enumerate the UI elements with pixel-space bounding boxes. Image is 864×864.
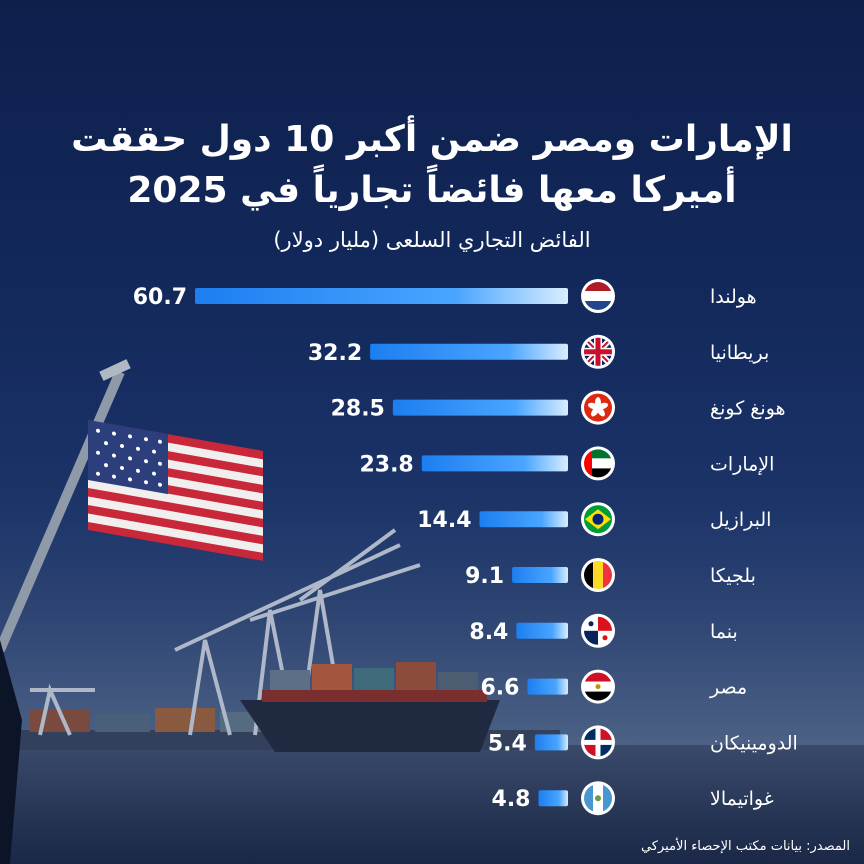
port-cranes	[30, 528, 421, 736]
value-label: 14.4	[417, 508, 471, 533]
chart-subtitle: الفائض التجاري السلعى (مليار دولار)	[273, 228, 591, 252]
bar-row: 9.1 بلجيكا	[465, 558, 756, 592]
bar	[538, 790, 568, 807]
source-note: المصدر: بيانات مكتب الإحصاء الأميركي	[640, 839, 850, 854]
value-label: 32.2	[308, 341, 362, 366]
flagpole	[0, 370, 125, 652]
category-label: هونغ كونغ	[710, 398, 786, 420]
value-label: 60.7	[133, 285, 187, 310]
bar	[479, 511, 568, 528]
chart-title-line-2: أميركا معها فائضاً تجارياً في 2025	[127, 170, 737, 211]
value-label: 4.8	[492, 787, 531, 812]
value-label: 23.8	[359, 452, 413, 477]
netherlands-flag-icon	[581, 279, 615, 313]
bar-row: 32.2 بريطانيا	[308, 334, 769, 369]
uae-flag-icon	[581, 446, 615, 481]
egypt-flag-icon	[581, 669, 615, 704]
chart-title-line-1: الإمارات ومصر ضمن أكبر 10 دول حققت	[71, 119, 793, 160]
belgium-flag-icon	[581, 558, 615, 592]
bar-row: 28.5 هونغ كونغ	[331, 390, 786, 425]
bar	[516, 622, 568, 639]
category-label: بريطانيا	[710, 342, 769, 364]
bar-row: 23.8 الإمارات	[359, 446, 774, 481]
bar	[512, 567, 568, 583]
category-label: البرازيل	[710, 509, 771, 531]
bar	[195, 288, 568, 304]
uk-flag-icon	[581, 334, 615, 369]
category-label: بنما	[710, 621, 738, 643]
bar	[392, 399, 568, 416]
us-flag-icon	[88, 420, 263, 561]
value-label: 6.6	[480, 676, 519, 701]
dominican-flag-icon	[581, 725, 615, 760]
value-label: 5.4	[488, 731, 527, 756]
bar	[534, 734, 568, 751]
bar	[421, 455, 568, 472]
bar-row: 8.4 بنما	[469, 613, 738, 648]
bar	[370, 343, 568, 360]
panama-flag-icon	[581, 613, 615, 648]
bars-layer: 60.7 هولندا 32.2 بريطانيا 28.5 هونغ كونغ 23.8 ا…	[133, 279, 798, 816]
bar-row: 5.4 الدومينيكان	[488, 725, 798, 760]
category-label: مصر	[709, 677, 747, 699]
category-label: الإمارات	[710, 453, 774, 475]
hong-kong-flag-icon	[581, 390, 615, 425]
bar	[527, 678, 568, 695]
value-label: 9.1	[465, 564, 504, 589]
bar-row: 14.4 البرازيل	[417, 502, 771, 537]
brazil-flag-icon	[581, 502, 615, 537]
bar-row: 4.8 غواتيمالا	[492, 781, 774, 816]
cargo-ship	[240, 662, 500, 752]
category-label: الدومينيكان	[710, 732, 798, 754]
value-label: 8.4	[469, 620, 508, 645]
category-label: غواتيمالا	[710, 788, 774, 810]
category-label: بلجيكا	[710, 565, 756, 587]
bar-row: 60.7 هولندا	[133, 279, 757, 313]
value-label: 28.5	[331, 397, 385, 422]
guatemala-flag-icon	[581, 781, 615, 816]
bar-row: 6.6 مصر	[480, 669, 747, 704]
category-label: هولندا	[710, 286, 757, 308]
